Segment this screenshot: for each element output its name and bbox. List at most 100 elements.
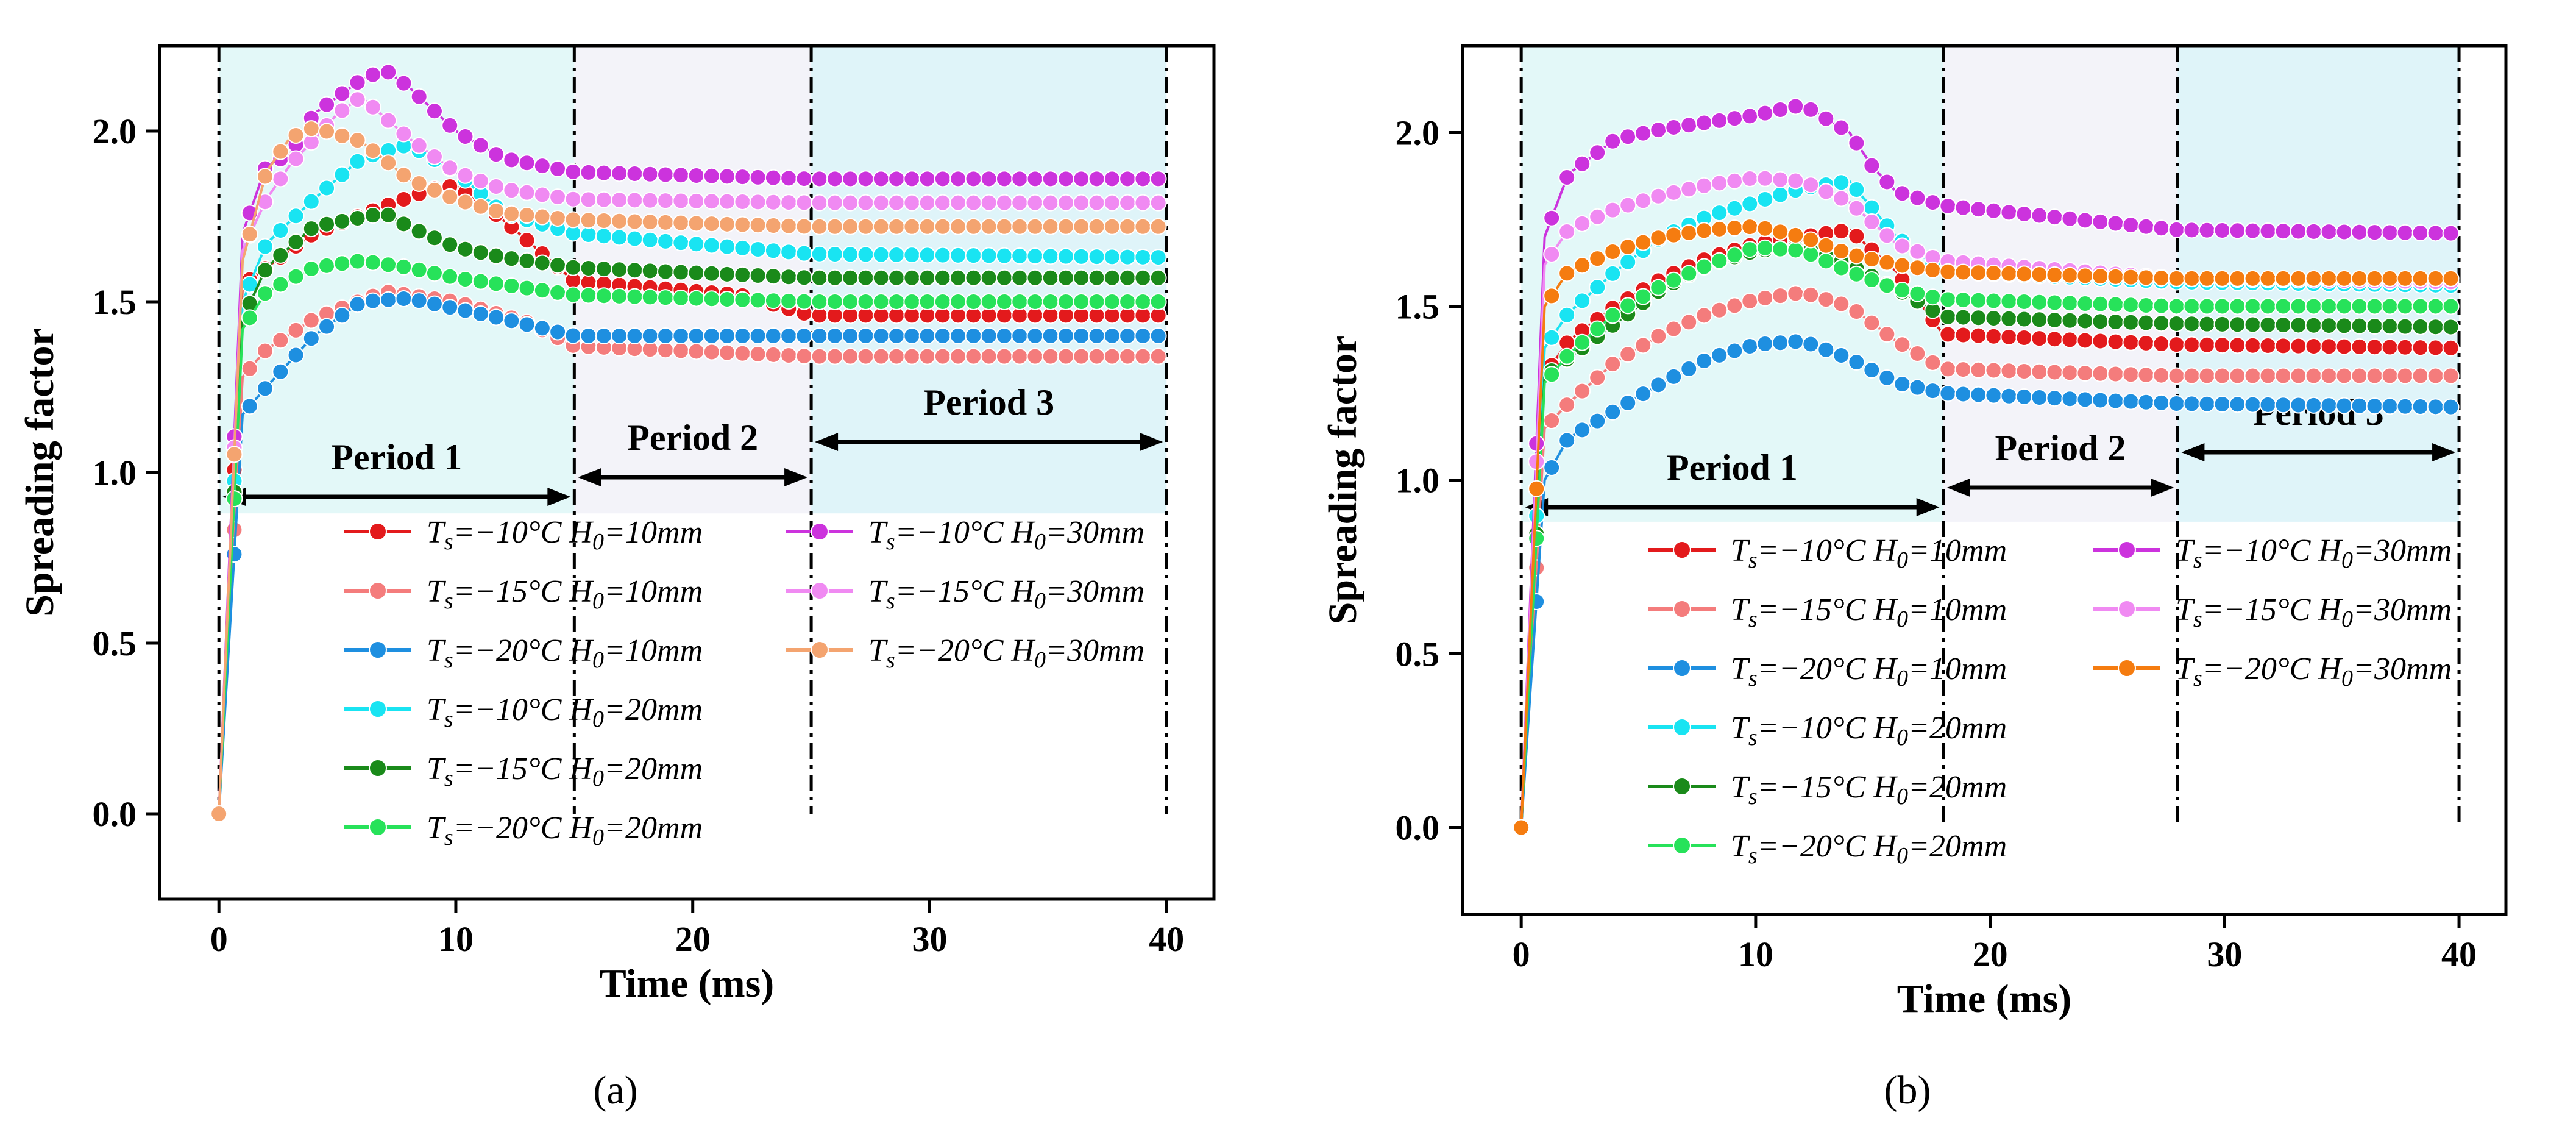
data-point [1848,134,1865,152]
data-point [272,221,289,239]
data-point [1726,342,1744,360]
data-point [1149,170,1167,188]
data-point [287,346,305,364]
legend-label: Ts=−20°C H0=20mm [427,811,703,850]
data-point [1695,307,1713,324]
data-point [1543,458,1561,476]
data-point [1954,263,1972,281]
data-point [1970,386,1987,404]
data-point [410,292,428,310]
data-point [734,344,751,362]
legend-entry-5: Ts=−20°C H0=20mm [344,811,703,850]
data-point [2305,222,2322,240]
data-point [2213,222,2231,240]
data-point [780,217,798,235]
data-point [641,288,659,306]
data-point [518,207,536,224]
data-point [1103,347,1121,365]
data-point [2411,339,2429,357]
data-point [2320,367,2338,385]
data-point [2061,266,2079,284]
arrow-head-left [578,468,601,486]
data-point [472,244,489,262]
data-point [2442,398,2460,416]
data-point [2290,396,2307,414]
data-point [2168,221,2185,238]
data-point [2000,293,2018,310]
data-point [980,269,998,287]
data-point [1680,180,1698,198]
data-point [626,165,644,183]
data-point [2015,293,2033,311]
legend: Ts=−10°C H0=10mm Ts=−15°C H0=10mm Ts=−20°C… [344,515,1144,850]
data-point [441,299,459,316]
data-point [1134,269,1152,287]
data-point [626,262,644,279]
data-point [333,307,351,324]
data-point [1650,187,1667,205]
data-point [441,236,459,254]
data-point [811,194,828,212]
data-point [934,347,951,365]
data-point [1119,347,1137,365]
data-point [1604,132,1622,150]
data-point [2168,395,2185,413]
data-point [1680,313,1698,331]
data-point [842,293,859,310]
data-point [611,229,628,246]
data-point [1939,263,1957,280]
data-point [687,327,705,344]
data-point [1802,231,1820,249]
data-point [611,287,628,305]
data-point [287,233,305,251]
data-point [657,327,675,344]
arrow-head-left [815,433,839,451]
data-point [641,231,659,249]
data-point [1665,368,1683,385]
period-label-2: Period 2 [627,418,758,458]
data-point [2152,366,2170,384]
data-point [287,127,305,144]
data-point [1863,361,1881,379]
data-point [934,269,951,287]
data-point [1695,352,1713,369]
data-point [672,234,690,252]
data-point [2320,297,2338,315]
data-point [1619,196,1637,214]
data-point [2076,267,2094,285]
data-point [934,246,951,264]
data-point [272,332,289,349]
data-point [1878,326,1896,343]
data-point [1574,292,1591,310]
data-point [811,347,828,365]
arrow-head-right [2151,479,2174,497]
data-point [241,226,258,243]
data-point [995,347,1013,365]
legend-label: Ts=−20°C H0=20mm [1731,829,2007,869]
data-point [2351,269,2368,287]
data-point [2244,336,2262,354]
data-point [456,166,474,184]
data-point [1088,248,1105,266]
data-point [872,194,890,212]
data-point [1878,173,1896,191]
data-point [1119,194,1137,212]
data-point [1970,291,1987,309]
data-point [1833,259,1850,277]
x-tick-label: 10 [1738,934,1773,974]
data-point [857,218,875,235]
data-point [1756,169,1774,187]
data-point [2274,367,2292,385]
period-label-3: Period 3 [923,382,1054,422]
data-point [2411,398,2429,416]
legend-marker [811,582,829,600]
data-point [611,327,628,344]
data-point [488,202,505,220]
data-point [2107,215,2124,232]
data-point [1073,247,1090,265]
data-point [2229,297,2246,315]
data-point [1711,252,1728,269]
data-point [995,327,1013,344]
data-point [2046,208,2063,226]
